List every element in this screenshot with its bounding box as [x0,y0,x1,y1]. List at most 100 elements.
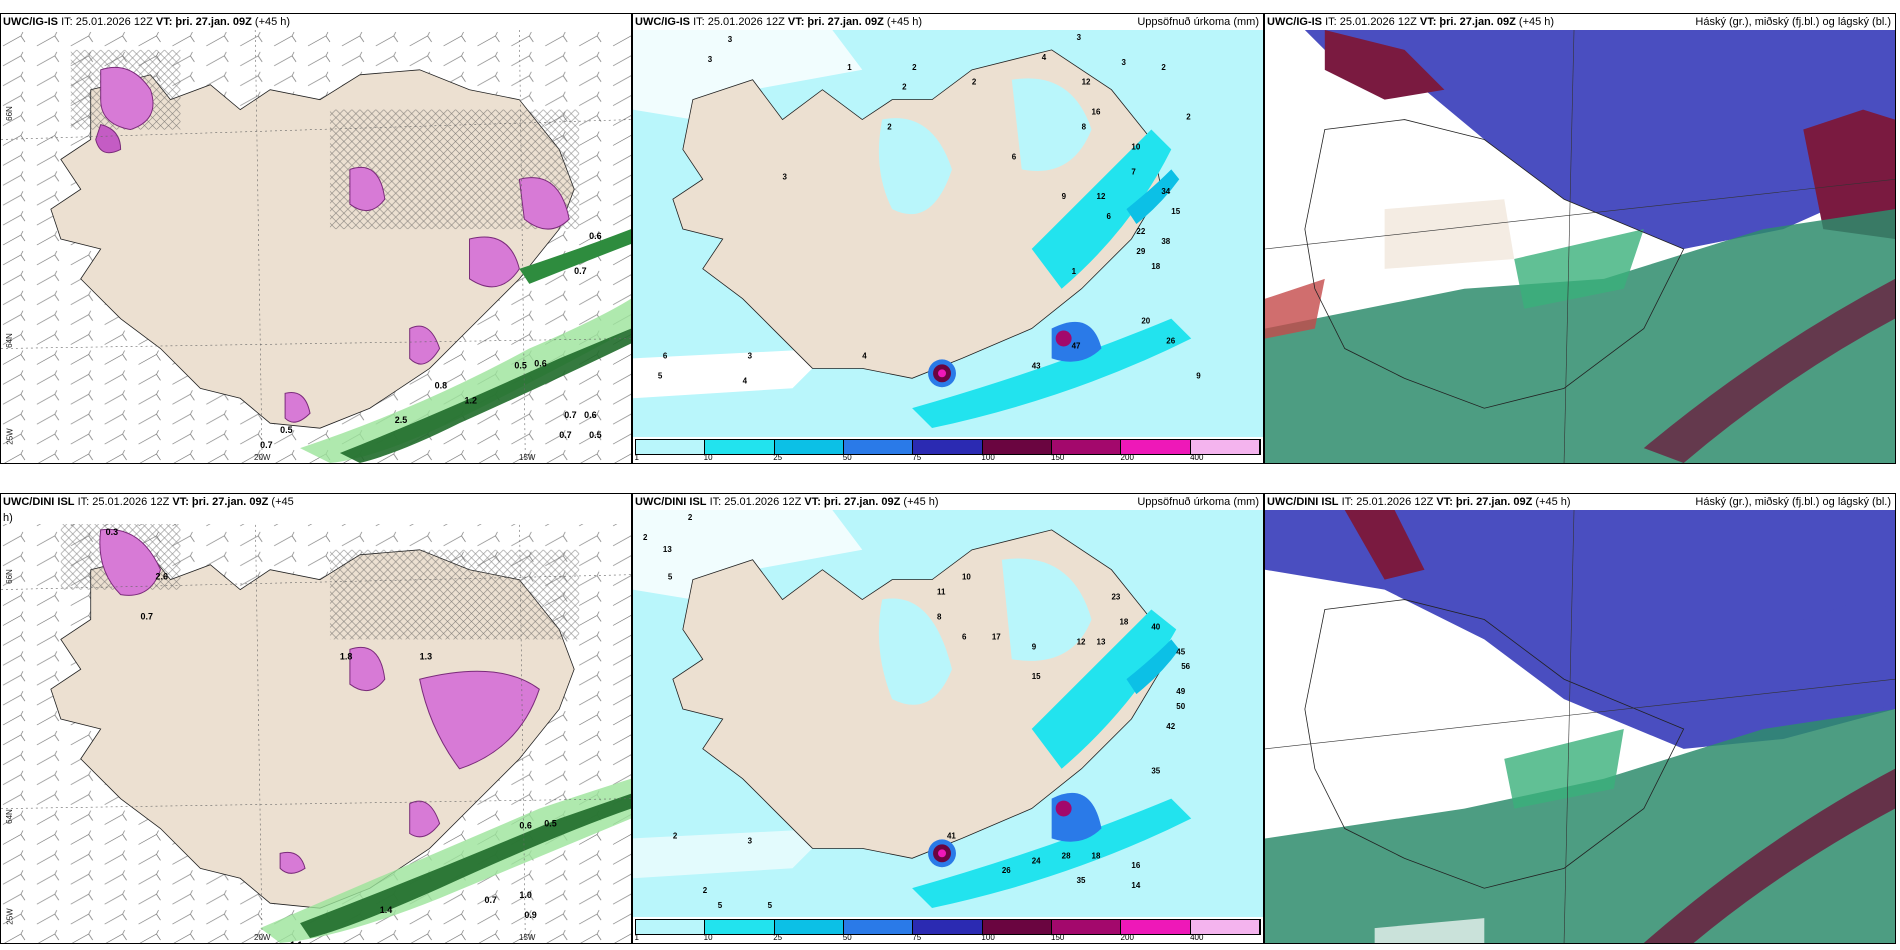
value-label: 3 [1077,33,1082,42]
value-label: 0.9 [524,910,536,920]
value-label: 18 [1119,617,1128,626]
panel-precip-bottom: UWC/DINI ISL IT: 25.01.2026 12Z VT: þri.… [632,493,1264,944]
value-label: 2 [688,513,693,522]
legend-label: 50 [842,453,852,462]
value-label: 1 [1072,267,1077,276]
value-label: 42 [1166,722,1175,731]
panel-header: UWC/DINI ISL IT: 25.01.2026 12Z VT: þri.… [1,494,631,524]
legend-label: 25 [773,453,783,462]
panel-header: UWC/DINI ISL IT: 25.01.2026 12Z VT: þri.… [633,494,1263,510]
value-label: 3 [1121,58,1126,67]
value-label: 16 [1131,861,1140,870]
value-label: 49 [1176,687,1185,696]
value-label: 18 [1092,851,1101,860]
legend-swatch [1121,440,1191,454]
value-label: 3 [748,836,753,845]
panel-header: UWC/IG-IS IT: 25.01.2026 12Z VT: þri. 27… [1265,14,1895,30]
lon-label-25w: 25W [5,908,15,925]
legend-label: 50 [842,933,852,942]
value-label: 4 [862,351,867,360]
map-clouds[interactable] [1265,30,1895,463]
legend-label: 400 [1190,933,1204,942]
map-precip[interactable]: 2 3 13 2 5 2 10 11 8 6 17 9 15 12 13 23 18 40 45 56 49 50 42 35… [633,510,1263,917]
value-label: 26 [1166,336,1175,345]
value-label: 2 [972,78,977,87]
panel-clouds-bottom: UWC/DINI ISL IT: 25.01.2026 12Z VT: þri.… [1264,493,1896,944]
lon-label-15w: 15W [519,933,536,942]
value-label: 0.7 [141,612,153,622]
value-label: 17 [992,632,1001,641]
value-label: 35 [1077,876,1086,885]
lon-label-20w: 20W [254,453,271,462]
value-label: 2 [703,886,708,895]
value-label: 0.7 [260,440,272,450]
value-label: 0.6 [589,231,601,241]
lat-label-64n: 64N [4,809,14,824]
value-label: 6 [962,632,967,641]
value-label: 15 [1171,207,1180,216]
value-label: 3 [708,55,713,64]
value-label: 22 [1136,227,1145,236]
panel-wind-bottom: UWC/DINI ISL IT: 25.01.2026 12Z VT: þri.… [0,493,632,944]
value-label: 1.1 [290,940,302,943]
value-label: 12 [1082,78,1091,87]
value-label: 14 [1131,881,1140,890]
value-label: 6 [663,351,668,360]
value-label: 6 [1012,152,1017,161]
value-label: 2 [912,63,917,72]
value-label: 40 [1151,622,1160,631]
value-label: 0.6 [519,821,531,831]
map-wind-snow[interactable]: 0.3 2.6 0.7 1.8 1.3 0.6 0.5 0.7 0.9 1.1 1.4 1.0 [1,510,631,943]
map-clouds[interactable] [1265,510,1895,943]
panel-header: UWC/IG-IS IT: 25.01.2026 12Z VT: þri. 27… [1,14,631,30]
legend-label: 75 [912,933,922,942]
map-precip[interactable]: 3 3 1 2 2 4 3 12 3 2 16 2 6 8 10 7 9 12 6 1 22 34 15 29 18 38 20 26… [633,30,1263,437]
value-label: 0.7 [484,895,496,905]
value-label: 9 [1062,192,1067,201]
value-label: 3 [783,172,788,181]
value-label: 43 [1032,361,1041,370]
value-label: 2 [673,831,678,840]
legend-label: 150 [1050,933,1065,942]
legend-label: 10 [703,453,713,462]
legend-swatch [774,440,844,454]
value-label: 50 [1176,702,1185,711]
legend-swatch [913,440,983,454]
value-label: 3 [748,351,753,360]
value-label: 26 [1002,866,1011,875]
value-label: 0.5 [514,360,526,370]
value-label: 2.5 [395,415,407,425]
value-label: 0.5 [280,425,292,435]
value-label: 12 [1077,637,1086,646]
value-label: 13 [663,545,672,554]
legend-label: 1 [634,453,640,462]
legend-label: 100 [981,933,995,942]
map-wind-snow[interactable]: 0.6 0.7 0.5 0.6 0.8 1.2 2.5 0.7 0.5 0.7 0.6 0.5 0.7 [1,30,631,463]
value-label: 10 [962,573,971,582]
value-label: 5 [658,371,663,380]
value-label: 0.7 [574,266,586,276]
legend-label: 100 [981,453,995,462]
legend-swatch [1121,920,1191,934]
value-label: 41 [947,831,956,840]
legend-swatch [705,920,775,934]
value-label: 5 [668,573,673,582]
legend-swatch [843,440,914,454]
value-label: 23 [1111,593,1120,602]
value-label: 1.0 [519,890,531,900]
value-label: 6 [1106,212,1111,221]
value-label: 10 [1131,142,1140,151]
value-label: 5 [718,901,723,910]
precip-legend: 1 10 25 50 75 100 150 200 400 [633,437,1263,463]
value-label: 5 [768,901,773,910]
value-label: 56 [1181,662,1190,671]
legend-swatch [843,920,914,934]
lon-label-15w: 15W [519,453,536,462]
panel-clouds-top: UWC/IG-IS IT: 25.01.2026 12Z VT: þri. 27… [1264,13,1896,464]
panel-precip-top: UWC/IG-IS IT: 25.01.2026 12Z VT: þri. 27… [632,13,1264,464]
value-label: 7 [1131,167,1136,176]
legend-label: 1 [634,933,640,942]
value-label: 0.7 [564,410,576,420]
value-label: 2 [643,533,648,542]
legend-swatch [1190,920,1260,934]
